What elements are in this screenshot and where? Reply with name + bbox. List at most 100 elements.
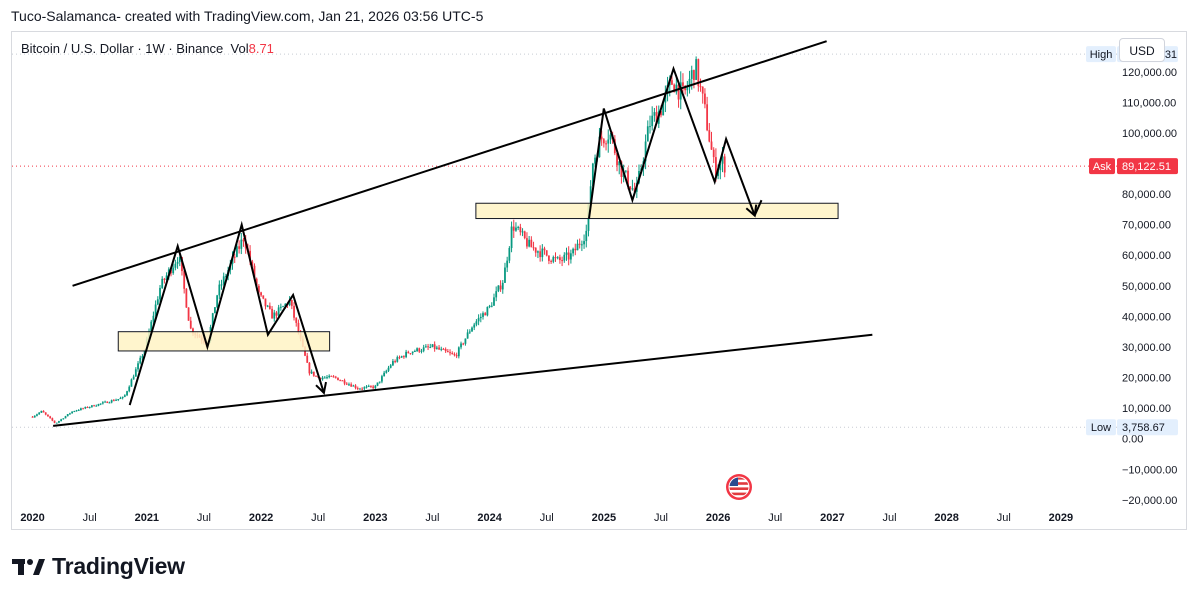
candle [392,358,394,367]
us-flag-event-icon[interactable] [726,474,752,500]
y-tick-label: 110,000.00 [1122,97,1176,109]
x-tick-label: Jul [997,512,1011,524]
candle [539,245,542,262]
candle [710,131,713,150]
lower-trendline[interactable] [53,333,873,427]
candle [279,303,282,311]
candle [499,280,502,292]
candle [580,240,583,252]
price-axis: 120,000.00 110,000.00 100,000.00 80,000.00 7… [1122,67,1177,507]
candle [530,236,533,248]
candle [77,409,80,412]
y-tick-label: 30,000.00 [1122,342,1171,354]
candle [479,313,482,323]
candle [686,80,689,97]
ask-tag-value: 89,122.51 [1122,161,1171,173]
candle [561,256,563,267]
candle [86,406,89,409]
candle [242,237,245,247]
x-tick-label: Jul [197,512,211,524]
candle [356,386,359,391]
candle [462,342,465,346]
candle [609,132,612,144]
support-zone-2021[interactable] [117,331,331,352]
y-tick-label: −20,000.00 [1122,495,1177,507]
candle [345,382,348,386]
candle [490,302,493,308]
candle [385,369,388,374]
y-tick-label: 50,000.00 [1122,281,1171,293]
projection-tick[interactable] [753,199,763,216]
candle [82,407,85,410]
candle [697,58,700,92]
candle [99,403,102,406]
candle [381,374,383,384]
candle [119,396,122,400]
candle [567,246,570,266]
candle [42,410,45,413]
zone-layer [117,202,839,352]
candle [464,338,467,346]
candle [108,401,111,404]
x-tick-label: 2028 [934,512,958,524]
x-tick-label: 2024 [477,512,502,524]
candle [576,239,579,251]
candle [508,246,511,264]
candle [354,384,357,390]
candle [409,353,412,355]
candle [187,307,190,321]
candle [185,288,188,308]
chart-panel[interactable] [11,31,1187,530]
candle [51,417,54,422]
y-tick-label: 0.00 [1122,434,1143,446]
candle [699,78,702,92]
y-tick-label: −10,000.00 [1122,464,1177,476]
candle [130,378,133,387]
x-tick-label: Jul [311,512,325,524]
candle [682,73,684,93]
candle [132,374,135,380]
candle [602,138,605,148]
candle [712,147,715,164]
candle [275,311,278,319]
support-zone-2025[interactable] [475,202,839,220]
candle [695,56,698,81]
candle [306,352,309,363]
candle [512,219,515,238]
candle [337,377,339,381]
candle [402,355,405,359]
double-top-2021-path[interactable] [128,220,325,406]
candle [115,398,117,401]
x-tick-label: Jul [425,512,439,524]
candle [222,272,225,288]
candle [398,355,401,360]
candle [413,349,416,353]
candle [330,375,333,377]
candle [552,255,555,264]
currency-button[interactable]: USD [1119,38,1165,62]
candle [361,387,364,391]
upper-trendline[interactable] [72,40,827,287]
candle [123,394,126,398]
candle [326,375,328,380]
candle [262,295,265,300]
candle [161,276,164,289]
candle [400,355,403,358]
candle [565,247,568,261]
candle [44,412,47,416]
double-top-2025-path[interactable] [588,65,756,219]
x-tick-label: 2027 [820,512,844,524]
x-tick-label: Jul [882,512,896,524]
candle [455,352,458,359]
candle [585,224,588,248]
price-tag-ask: Ask 89,122.51 [1089,158,1178,175]
candle [84,406,87,410]
candle [282,305,284,308]
candle [80,407,82,411]
candle [308,362,311,376]
candle [701,86,704,104]
x-tick-label: Jul [540,512,554,524]
candle [367,384,370,388]
candle [121,396,124,400]
